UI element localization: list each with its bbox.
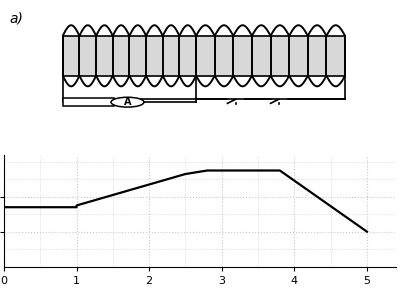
Bar: [63, 98, 114, 106]
Text: а): а): [10, 11, 24, 25]
Circle shape: [111, 97, 144, 107]
Bar: [63, 36, 345, 76]
Text: A: A: [124, 97, 131, 107]
